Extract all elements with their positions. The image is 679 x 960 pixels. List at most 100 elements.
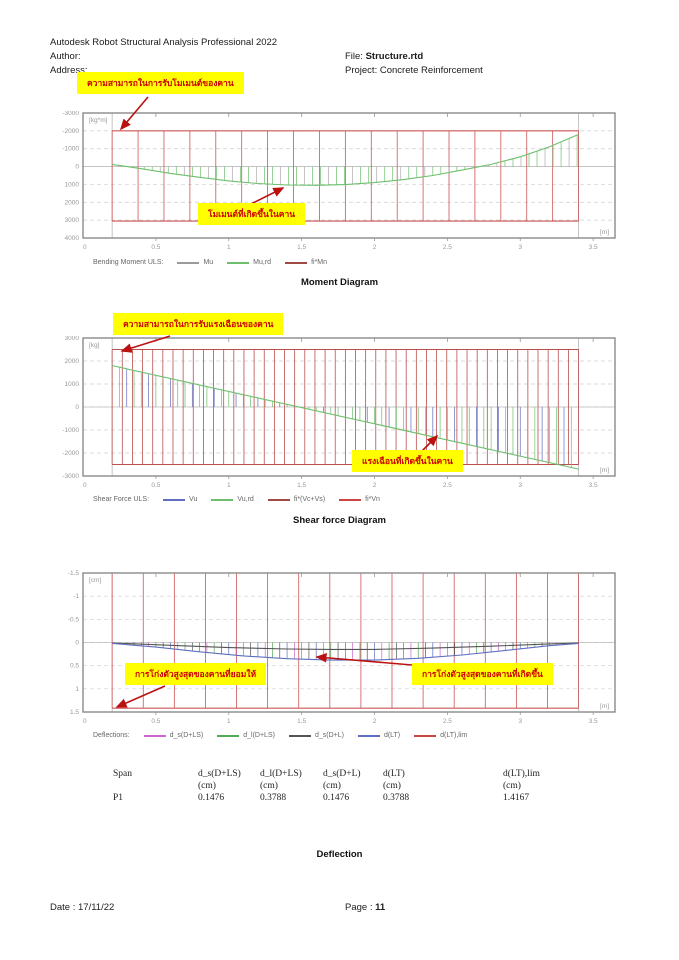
svg-text:0.5: 0.5 — [151, 718, 160, 725]
moment-legend: Bending Moment ULS: Mu Mu,rd fi*Mn — [93, 259, 635, 266]
legend-item: Mu,rd — [227, 259, 271, 266]
svg-text:1: 1 — [227, 244, 231, 251]
svg-text:2: 2 — [373, 244, 377, 251]
address-label: Address: — [50, 65, 88, 76]
legend-swatch-icon — [288, 734, 311, 737]
shear-chart: 3000 2000 1000 0 -1000 -2000 -3000 0 0.5 1 1.5 2 2.5… — [45, 335, 635, 503]
legend-label: d(LT) — [383, 732, 401, 739]
legend-swatch-icon — [143, 734, 166, 737]
project-value: Concrete Reinforcement — [379, 65, 483, 76]
legend-title: Bending Moment ULS: — [93, 259, 164, 266]
legend-item: Vu,rd — [211, 496, 254, 503]
svg-text:3: 3 — [518, 482, 522, 489]
svg-text:1.5: 1.5 — [297, 482, 306, 489]
svg-text:1000: 1000 — [65, 381, 80, 388]
deflection-legend: Deflections: d_s(D+LS) d_l(D+LS) d_s(D+L) d… — [93, 732, 635, 739]
callout-deflection-occurring: การโก่งตัวสูงสุดของคานที่เกิดขึ้น — [412, 663, 553, 685]
project-label: Project: — [345, 65, 378, 76]
legend-swatch-icon — [211, 498, 234, 501]
table-header-cell: d_l(D+LS) (cm) — [260, 769, 302, 791]
legend-swatch-icon — [227, 261, 250, 264]
legend-label: d(LT),lim — [440, 732, 468, 739]
table-header-cell: d(LT),lim (cm) — [503, 769, 540, 791]
legend-items: Mu Mu,rd fi*Mn — [177, 259, 327, 266]
svg-text:0.5: 0.5 — [151, 482, 160, 489]
legend-title: Shear Force ULS: — [93, 496, 150, 503]
file-label: File: — [345, 51, 363, 62]
legend-label: fi*Mn — [311, 259, 328, 266]
svg-text:3: 3 — [518, 244, 522, 251]
svg-text:2000: 2000 — [65, 199, 80, 206]
legend-items: Vu Vu,rd fi*(Vc+Vs) fi*Vn — [163, 496, 380, 503]
legend-swatch-icon — [285, 261, 308, 264]
shear-chart-svg: 3000 2000 1000 0 -1000 -2000 -3000 0 0.5 1 1.5 2 2.5… — [62, 335, 616, 489]
svg-text:0: 0 — [75, 164, 79, 171]
callout-moment-capacity: ความสามารถในการรับโมเมนต์ของคาน — [77, 72, 244, 94]
deflection-chart: -1.5 -1 -0.5 0 0.5 1 1.5 0 0.5 1 1.5 2 2.5 3 3.5 [cm] [m… — [45, 570, 635, 739]
app-title: Autodesk Robot Structural Analysis Profe… — [50, 37, 278, 48]
svg-text:-1: -1 — [73, 593, 79, 600]
svg-text:2.5: 2.5 — [443, 718, 452, 725]
footer-date: Date : 17/11/22 — [50, 902, 114, 913]
legend-item: fi*Vn — [339, 496, 380, 503]
legend-label: Vu — [189, 496, 198, 503]
legend-swatch-icon — [267, 498, 290, 501]
table-header-cell: d(LT) (cm) — [383, 769, 405, 791]
table-header-cell: d_s(D+LS) (cm) — [198, 769, 241, 791]
svg-text:[m]: [m] — [600, 703, 609, 710]
table-cell: 0.1476 — [198, 793, 225, 803]
legend-swatch-icon — [217, 734, 240, 737]
legend-label: d_s(D+LS) — [169, 732, 204, 739]
svg-text:[m]: [m] — [600, 467, 609, 474]
file-value: Structure.rtd — [365, 51, 424, 62]
legend-item: Vu — [163, 496, 197, 503]
svg-text:-1.5: -1.5 — [68, 570, 80, 577]
shear-legend: Shear Force ULS: Vu Vu,rd fi*(Vc+Vs) fi*Vn — [93, 496, 635, 503]
svg-text:[cm]: [cm] — [89, 577, 101, 584]
svg-text:[m]: [m] — [600, 229, 609, 236]
legend-swatch-icon — [414, 734, 437, 737]
legend-item: d(LT),lim — [414, 732, 467, 739]
svg-text:-2000: -2000 — [62, 450, 79, 457]
footer-page: Page : 11 — [345, 902, 385, 913]
svg-text:-2000: -2000 — [62, 128, 79, 135]
author-label: Author: — [50, 51, 81, 62]
callout-shear-capacity: ความสามารถในการรับแรงเฉือนของคาน — [113, 313, 284, 335]
svg-text:1: 1 — [227, 718, 231, 725]
legend-item: fi*(Vc+Vs) — [267, 496, 325, 503]
legend-label: d_l(D+LS) — [243, 732, 275, 739]
svg-text:2: 2 — [373, 718, 377, 725]
date-label: Date : — [50, 902, 78, 913]
legend-label: Vu,rd — [237, 496, 254, 503]
svg-text:-0.5: -0.5 — [68, 616, 80, 623]
svg-text:1: 1 — [227, 482, 231, 489]
legend-label: Mu,rd — [253, 259, 272, 266]
svg-text:-3000: -3000 — [62, 111, 79, 117]
svg-text:0: 0 — [75, 404, 79, 411]
shear-section-title: Shear force Diagram — [293, 515, 386, 526]
legend-swatch-icon — [357, 734, 380, 737]
svg-text:-1000: -1000 — [62, 427, 79, 434]
svg-text:1.5: 1.5 — [297, 718, 306, 725]
legend-item: Mu — [177, 259, 213, 266]
legend-items: d_s(D+LS) d_l(D+LS) d_s(D+L) d(LT) d(LT),lim — [143, 732, 467, 739]
table-header-cell: d_s(D+L) (cm) — [323, 769, 361, 791]
svg-text:2.5: 2.5 — [443, 244, 452, 251]
legend-item: fi*Mn — [285, 259, 327, 266]
svg-text:2000: 2000 — [65, 358, 80, 365]
callout-deflection-allowable: การโก่งตัวสูงสุดของคานที่ยอมให้ — [125, 663, 267, 685]
file-line: File: Structure.rtd — [345, 50, 423, 64]
svg-text:1.5: 1.5 — [297, 244, 306, 251]
svg-text:1.5: 1.5 — [70, 709, 79, 716]
svg-text:2.5: 2.5 — [443, 482, 452, 489]
moment-section-title: Moment Diagram — [300, 277, 379, 288]
project-line: Project: Concrete Reinforcement — [345, 64, 483, 78]
legend-item: d(LT) — [357, 732, 401, 739]
table-header-row: Span d_s(D+LS) (cm) d_l(D+LS) (cm) d_s(D+L) (c… — [113, 768, 583, 792]
legend-label: d_s(D+L) — [314, 732, 344, 739]
svg-text:-3000: -3000 — [62, 473, 79, 480]
deflection-section-title: Deflection — [316, 849, 363, 860]
table-cell: 1.4167 — [503, 793, 530, 803]
svg-text:3000: 3000 — [65, 336, 80, 342]
